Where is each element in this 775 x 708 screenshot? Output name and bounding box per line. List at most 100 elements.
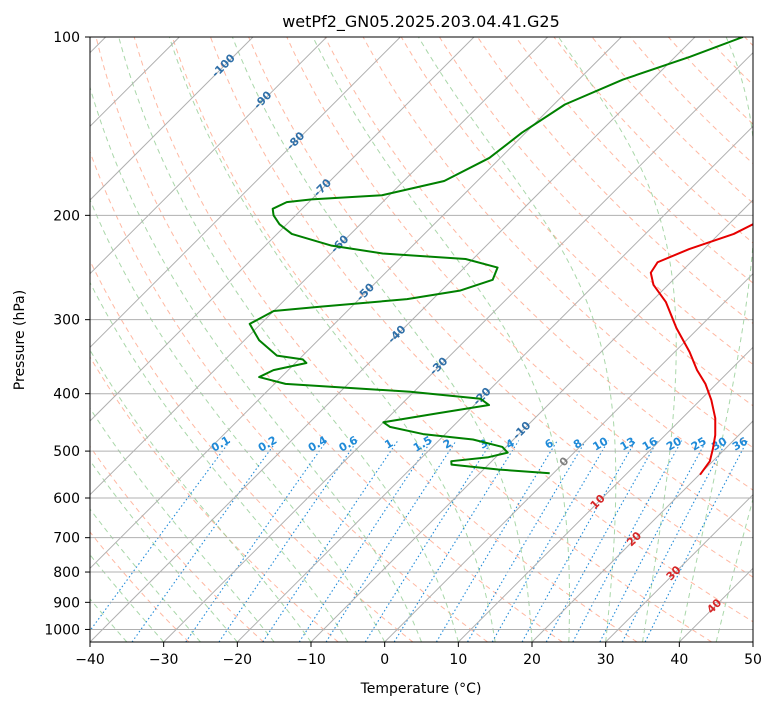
mixing-ratio-line	[393, 440, 520, 642]
y-tick-label: 300	[53, 313, 80, 329]
temperature-trace	[649, 223, 753, 476]
dry-adiabat-line	[515, 37, 753, 284]
plot-area: -100-90-80-70-60-50-40-30-20-10010203040…	[90, 37, 753, 642]
isotherm-line	[384, 272, 753, 642]
y-axis-ticks: 100 200 300 400 500 600 700 800 900 1000	[44, 30, 90, 638]
y-tick-label: 100	[53, 30, 80, 46]
moist-adiabat-line	[90, 281, 349, 642]
moist-adiabat-line	[558, 37, 677, 642]
isotherm-gridlines	[90, 37, 753, 642]
mixing-ratio-line	[491, 440, 609, 642]
isotherm-label: 40	[704, 596, 724, 616]
x-tick-label: 50	[744, 652, 762, 668]
dry-adiabat-line	[90, 356, 339, 642]
moist-adiabat-line	[90, 508, 201, 642]
isotherm-line	[90, 37, 475, 422]
mixing-ratio-line	[435, 440, 558, 642]
isotherm-line	[90, 37, 328, 275]
dry-adiabat-line	[95, 37, 563, 642]
isotherm-line	[90, 37, 622, 570]
mixing-ratio-line	[218, 440, 358, 642]
x-tick-label: −30	[149, 652, 179, 668]
moist-adiabat-line	[90, 349, 312, 642]
dry-adiabat-line	[477, 37, 753, 325]
dry-adiabat-line	[248, 37, 753, 578]
mixing-ratio-line	[467, 440, 587, 642]
moist-adiabat-line	[715, 496, 753, 642]
isotherm-line	[531, 420, 753, 642]
isotherm-line	[163, 51, 753, 642]
sounding-traces	[248, 37, 753, 476]
isotherm-line	[752, 641, 753, 642]
isobar-gridlines	[90, 37, 753, 630]
mixing-ratio-lines	[90, 440, 748, 642]
moist-adiabat-line	[90, 198, 386, 642]
x-tick-label: 30	[597, 652, 615, 668]
dry-adiabat-line	[324, 37, 753, 491]
dry-adiabat-line	[90, 150, 488, 642]
mixing-ratio-line	[364, 440, 493, 642]
dry-adiabat-line	[286, 37, 753, 534]
moist-adiabats	[90, 37, 753, 642]
moist-adiabat-line	[168, 37, 496, 642]
y-axis-label: Pressure (hPa)	[12, 290, 28, 390]
x-axis-ticks: −40 −30 −20 −10 0 10 20 30 40 50	[75, 642, 762, 668]
mixing-ratio-label: 2	[441, 437, 454, 452]
dry-adiabat-line	[90, 445, 264, 642]
mixing-ratio-line	[298, 440, 432, 642]
mixing-ratio-line	[599, 440, 707, 642]
isotherm-label: 30	[664, 563, 684, 583]
dry-adiabat-line	[400, 37, 753, 407]
mixing-ratio-line	[185, 440, 328, 642]
moist-adiabat-line	[312, 37, 570, 642]
moist-adiabat-line	[90, 85, 422, 642]
isotherm-line	[605, 493, 753, 642]
x-tick-label: 10	[449, 652, 467, 668]
mixing-ratio-line	[262, 440, 399, 642]
x-axis-label: Temperature (°C)	[360, 681, 482, 697]
plot-frame	[89, 36, 754, 643]
dry-adiabat-line	[668, 37, 753, 125]
y-tick-label: 1000	[44, 622, 80, 638]
dry-adiabat-line	[553, 37, 753, 244]
mixing-ratio-label: 6	[543, 436, 556, 451]
isotherm-line	[310, 199, 753, 642]
y-tick-label: 400	[53, 387, 80, 403]
x-tick-label: −40	[75, 652, 105, 668]
mixing-ratio-line	[131, 440, 278, 642]
mixing-ratio-line	[90, 440, 231, 632]
y-tick-label: 800	[53, 565, 80, 581]
mixing-ratio-line	[325, 440, 457, 642]
moist-adiabat-line	[231, 37, 533, 642]
isotherm-label: -20	[470, 385, 493, 408]
dry-adiabat-line	[210, 37, 753, 623]
moist-adiabat-line	[90, 459, 238, 642]
x-tick-label: 0	[380, 652, 389, 668]
dry-adiabat-line	[90, 531, 190, 642]
x-tick-label: 20	[523, 652, 541, 668]
y-tick-label: 600	[53, 491, 80, 507]
y-tick-label: 200	[53, 208, 80, 224]
dry-adiabat-line	[439, 37, 753, 366]
x-tick-label: 40	[670, 652, 688, 668]
isotherm-line	[90, 37, 549, 496]
dry-adiabat-line	[90, 259, 414, 642]
x-tick-label: −20	[223, 652, 253, 668]
moist-adiabat-line	[90, 407, 275, 642]
y-tick-label: 700	[53, 531, 80, 547]
mixing-ratio-line	[521, 440, 637, 642]
isotherm-line	[236, 125, 753, 642]
y-tick-label: 500	[53, 444, 80, 460]
isotherm-line	[457, 346, 753, 642]
isotherm-line	[678, 567, 753, 642]
x-tick-label: −10	[296, 652, 326, 668]
isotherm-line	[90, 37, 696, 642]
isotherm-line	[90, 37, 254, 201]
isotherm-label: -80	[284, 129, 307, 152]
moist-adiabat-line	[678, 37, 753, 642]
y-tick-label: 900	[53, 595, 80, 611]
dry-adiabat-line	[133, 37, 638, 642]
chart-title: wetPf2_GN05.2025.203.04.41.G25	[282, 12, 560, 32]
